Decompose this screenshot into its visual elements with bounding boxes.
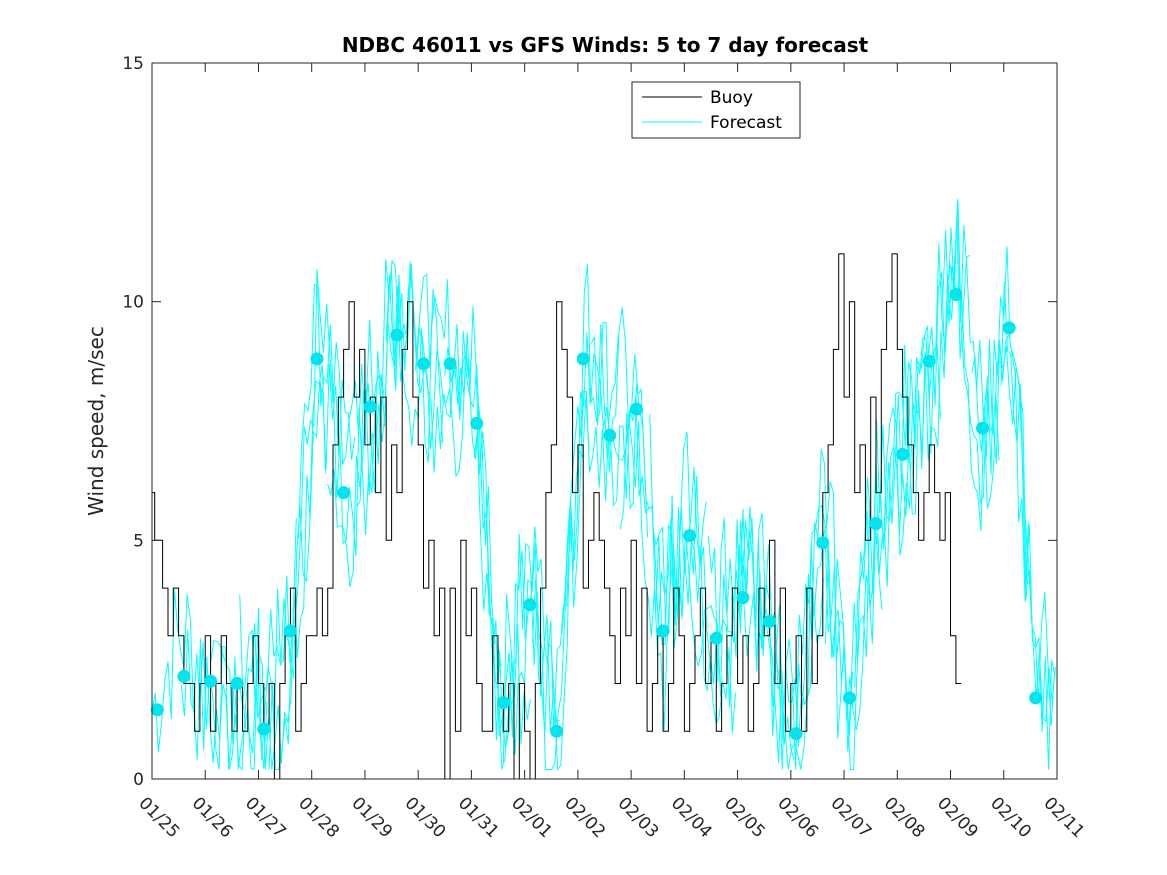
forecast-marker bbox=[470, 416, 484, 430]
y-tick-label: 10 bbox=[122, 293, 144, 313]
legend-buoy-label: Buoy bbox=[710, 88, 753, 108]
forecast-marker bbox=[496, 696, 510, 710]
forecast-marker bbox=[363, 400, 377, 414]
forecast-line bbox=[854, 218, 970, 688]
forecast-line bbox=[883, 199, 1000, 587]
forecast-marker bbox=[1029, 691, 1043, 705]
forecast-marker bbox=[736, 591, 750, 605]
forecast-marker bbox=[976, 421, 989, 435]
y-tick-label: 5 bbox=[133, 531, 144, 551]
forecast-marker bbox=[842, 691, 856, 705]
forecast-marker bbox=[390, 328, 404, 342]
forecast-line bbox=[737, 481, 854, 770]
forecast-marker bbox=[922, 354, 936, 368]
y-tick-label: 0 bbox=[133, 770, 144, 790]
forecast-marker bbox=[443, 357, 457, 371]
forecast-marker bbox=[550, 724, 564, 738]
forecast-markers bbox=[150, 288, 1043, 741]
forecast-line bbox=[210, 364, 326, 760]
forecast-line bbox=[356, 259, 473, 507]
forecast-marker bbox=[949, 288, 963, 301]
forecast-line bbox=[912, 201, 1029, 601]
forecast-marker bbox=[310, 352, 324, 366]
forecast-marker bbox=[789, 727, 803, 741]
buoy-line bbox=[152, 253, 962, 780]
forecast-marker bbox=[523, 598, 537, 612]
forecast-marker bbox=[150, 703, 164, 717]
forecast-marker bbox=[896, 447, 910, 461]
forecast-marker bbox=[709, 631, 723, 645]
forecast-marker bbox=[763, 615, 776, 628]
forecast-marker bbox=[204, 674, 218, 688]
y-tick-label: 15 bbox=[122, 54, 144, 74]
legend-forecast-label: Forecast bbox=[710, 113, 782, 133]
forecast-line bbox=[502, 334, 619, 771]
forecast-marker bbox=[230, 677, 244, 690]
legend-box bbox=[631, 81, 801, 139]
forecast-marker bbox=[629, 402, 643, 416]
forecast-line bbox=[180, 517, 297, 771]
chart-title: NDBC 46011 vs GFS Winds: 5 to 7 day fore… bbox=[342, 33, 869, 57]
y-axis-label: Wind speed, m/sec bbox=[84, 326, 108, 516]
forecast-marker bbox=[869, 517, 883, 531]
forecast-line bbox=[707, 506, 824, 770]
forecast-line bbox=[824, 325, 941, 752]
plot-frame bbox=[151, 62, 1058, 780]
legend: Buoy Forecast bbox=[631, 81, 801, 139]
forecast-marker bbox=[1002, 321, 1016, 335]
forecast-marker bbox=[417, 357, 430, 371]
forecast-line bbox=[795, 344, 912, 770]
forecast-line bbox=[327, 269, 444, 587]
forecast-marker bbox=[283, 624, 297, 638]
buoy-line-group bbox=[152, 253, 962, 780]
y-axis-ticks: 0 5 10 15 bbox=[122, 54, 1057, 790]
forecast-line bbox=[1000, 281, 1056, 723]
forecast-marker bbox=[656, 624, 670, 638]
forecast-marker bbox=[683, 529, 697, 543]
forecast-marker bbox=[603, 428, 617, 442]
forecast-marker bbox=[257, 722, 271, 736]
forecast-marker bbox=[177, 669, 191, 683]
forecast-marker bbox=[816, 536, 830, 550]
forecast-marker bbox=[337, 486, 351, 500]
forecast-marker bbox=[576, 352, 590, 366]
